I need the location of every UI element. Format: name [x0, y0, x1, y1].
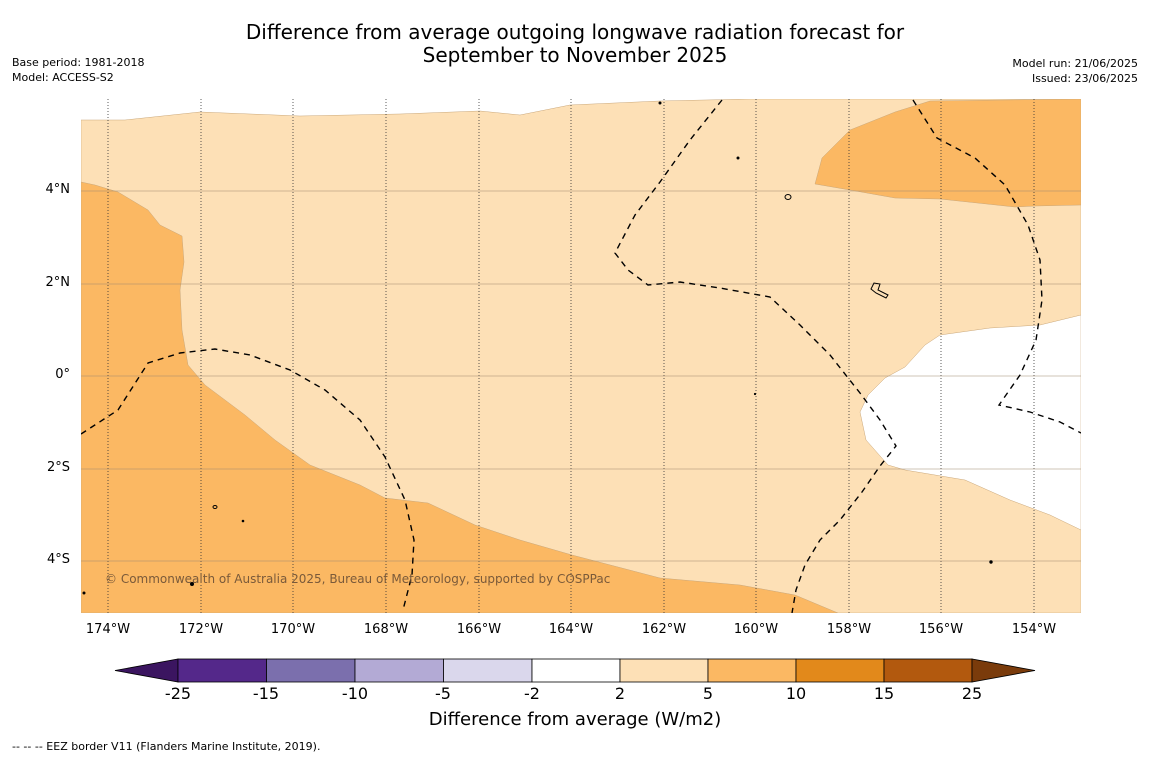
lat-tick-label: 0°	[55, 367, 70, 382]
lon-tick-label: 158°W	[826, 622, 872, 637]
colorbar-tick-label: -15	[252, 684, 280, 703]
map-title-line2: September to November 2025	[422, 43, 728, 67]
colorbar-segment-8	[795, 658, 885, 683]
anomaly-region-5-to-10-northeast	[814, 99, 1081, 208]
model-name: Model: ACCESS-S2	[12, 71, 114, 84]
anomaly-region-5-to-10-west	[81, 181, 839, 613]
issued-date: Issued: 23/06/2025	[1031, 72, 1138, 85]
colorbar-segment-5	[531, 658, 621, 683]
parallel-lines	[81, 190, 1081, 562]
colorbar-tick-label: 25	[961, 684, 983, 703]
island-dot-2	[736, 156, 740, 160]
colorbar-tick-label: 5	[702, 684, 714, 703]
lon-tick-label: 162°W	[641, 622, 687, 637]
copyright-notice: © Commonwealth of Australia 2025, Bureau…	[105, 572, 611, 586]
island-kiritimati	[870, 282, 889, 299]
lat-tick-label: 4°N	[45, 182, 71, 197]
colorbar-extend-high	[971, 658, 1036, 683]
colorbar-tick-label: 2	[614, 684, 626, 703]
map-area	[81, 99, 1081, 613]
colorbar-tick-label: -5	[435, 684, 451, 703]
eez-footnote: -- -- -- EEZ border V11 (Flanders Marine…	[12, 740, 321, 753]
lon-tick-label: 160°W	[733, 622, 779, 637]
island-dot-7	[82, 591, 86, 595]
colorbar-tick-label: -2	[524, 684, 540, 703]
lon-tick-label: 164°W	[548, 622, 594, 637]
eez-borders	[81, 99, 1081, 613]
colorbar-segment-3	[354, 658, 444, 683]
island-dot-6	[989, 560, 993, 564]
base-period: Base period: 1981-2018	[12, 56, 145, 69]
island-baker	[212, 505, 218, 509]
colorbar	[114, 658, 1036, 683]
colorbar-segment-4	[443, 658, 533, 683]
colorbar-segment-6	[619, 658, 709, 683]
lon-tick-label: 172°W	[178, 622, 224, 637]
island-jarvis	[784, 194, 792, 200]
lon-tick-label: 170°W	[270, 622, 316, 637]
map-title-line1: Difference from average outgoing longwav…	[245, 20, 905, 44]
colorbar-segment-7	[707, 658, 797, 683]
islands	[82, 101, 993, 595]
anomaly-region-neutral	[859, 314, 1081, 531]
colorbar-tick-label: 10	[785, 684, 807, 703]
lat-tick-label: 4°S	[46, 552, 70, 567]
eez-border-central	[614, 99, 897, 613]
lon-tick-label: 168°W	[363, 622, 409, 637]
island-dot-1	[658, 101, 662, 105]
colorbar-segment-1	[177, 658, 267, 683]
lat-tick-label: 2°S	[46, 460, 70, 475]
colorbar-tick-label: 15	[873, 684, 895, 703]
colorbar-tick-label: -25	[164, 684, 192, 703]
lon-tick-label: 174°W	[85, 622, 131, 637]
island-dot-4	[190, 582, 194, 586]
lat-tick-label: 2°N	[45, 275, 71, 290]
island-dot-3	[241, 519, 245, 523]
lon-tick-label: 156°W	[918, 622, 964, 637]
lon-tick-label: 154°W	[1011, 622, 1057, 637]
island-dot-5	[753, 392, 757, 396]
colorbar-tick-label: -10	[341, 684, 369, 703]
colorbar-segment-9	[883, 658, 973, 683]
colorbar-extend-low	[114, 658, 179, 683]
eez-border-east	[912, 99, 1081, 434]
eez-border-west	[81, 348, 415, 611]
colorbar-segment-2	[266, 658, 356, 683]
lon-tick-label: 166°W	[456, 622, 502, 637]
colorbar-label: Difference from average (W/m2)	[428, 709, 722, 730]
model-run: Model run: 21/06/2025	[1012, 57, 1138, 70]
